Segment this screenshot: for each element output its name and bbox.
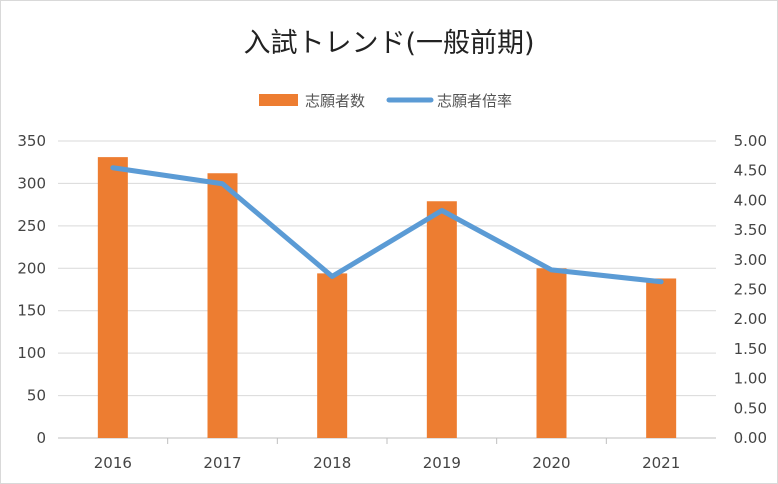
y-right-tick-label: 1.50 <box>734 340 767 358</box>
y-right-tick-label: 4.00 <box>734 191 767 209</box>
legend: 志願者数 志願者倍率 <box>259 92 512 110</box>
y-left-tick-label: 200 <box>17 259 46 277</box>
y-right-tick-label: 0.50 <box>734 399 767 417</box>
bar-layer <box>97 157 677 438</box>
x-tick-label: 2017 <box>203 454 241 472</box>
y-left-tick-label: 250 <box>17 217 46 235</box>
rate-series-line <box>110 165 664 285</box>
y-right-tick-label: 3.00 <box>734 251 767 269</box>
y-left-tick-label: 50 <box>27 387 46 405</box>
line-layer <box>110 165 664 285</box>
y-left-tick-label: 150 <box>17 302 46 320</box>
y-left-tick-label: 0 <box>36 429 46 447</box>
bar-mark <box>207 173 238 438</box>
y-left-tick-label: 100 <box>17 344 46 362</box>
legend-swatch-bars <box>259 94 298 106</box>
legend-label-bars: 志願者数 <box>305 92 365 110</box>
bar-mark <box>646 278 677 438</box>
x-tick-label: 2018 <box>313 454 351 472</box>
y-right-tick-label: 5.00 <box>734 132 767 150</box>
bar-mark <box>426 201 457 438</box>
bar-mark <box>536 268 567 438</box>
x-tick-label: 2020 <box>532 454 570 472</box>
legend-label-line: 志願者倍率 <box>437 92 512 110</box>
x-tick-label: 2019 <box>423 454 461 472</box>
y-left-tick-label: 300 <box>17 174 46 192</box>
y-right-tick-label: 1.00 <box>734 370 767 388</box>
chart-title: 入試トレンド(一般前期) <box>243 28 534 59</box>
y-right-tick-label: 2.00 <box>734 310 767 328</box>
x-tick-label: 2016 <box>94 454 132 472</box>
y-right-tick-label: 4.50 <box>734 162 767 180</box>
bar-mark <box>317 273 348 438</box>
bar-mark <box>97 157 128 438</box>
x-tick-label: 2021 <box>642 454 680 472</box>
grid-layer <box>58 140 716 439</box>
axis-layer: 0 50 100 150 200 250 300 350 0.00 0.50 1.00 1.50 2.0… <box>17 132 767 472</box>
y-right-tick-label: 2.50 <box>734 281 767 299</box>
y-right-tick-label: 3.50 <box>734 221 767 239</box>
y-right-tick-label: 0.00 <box>734 429 767 447</box>
y-left-tick-label: 350 <box>17 132 46 150</box>
